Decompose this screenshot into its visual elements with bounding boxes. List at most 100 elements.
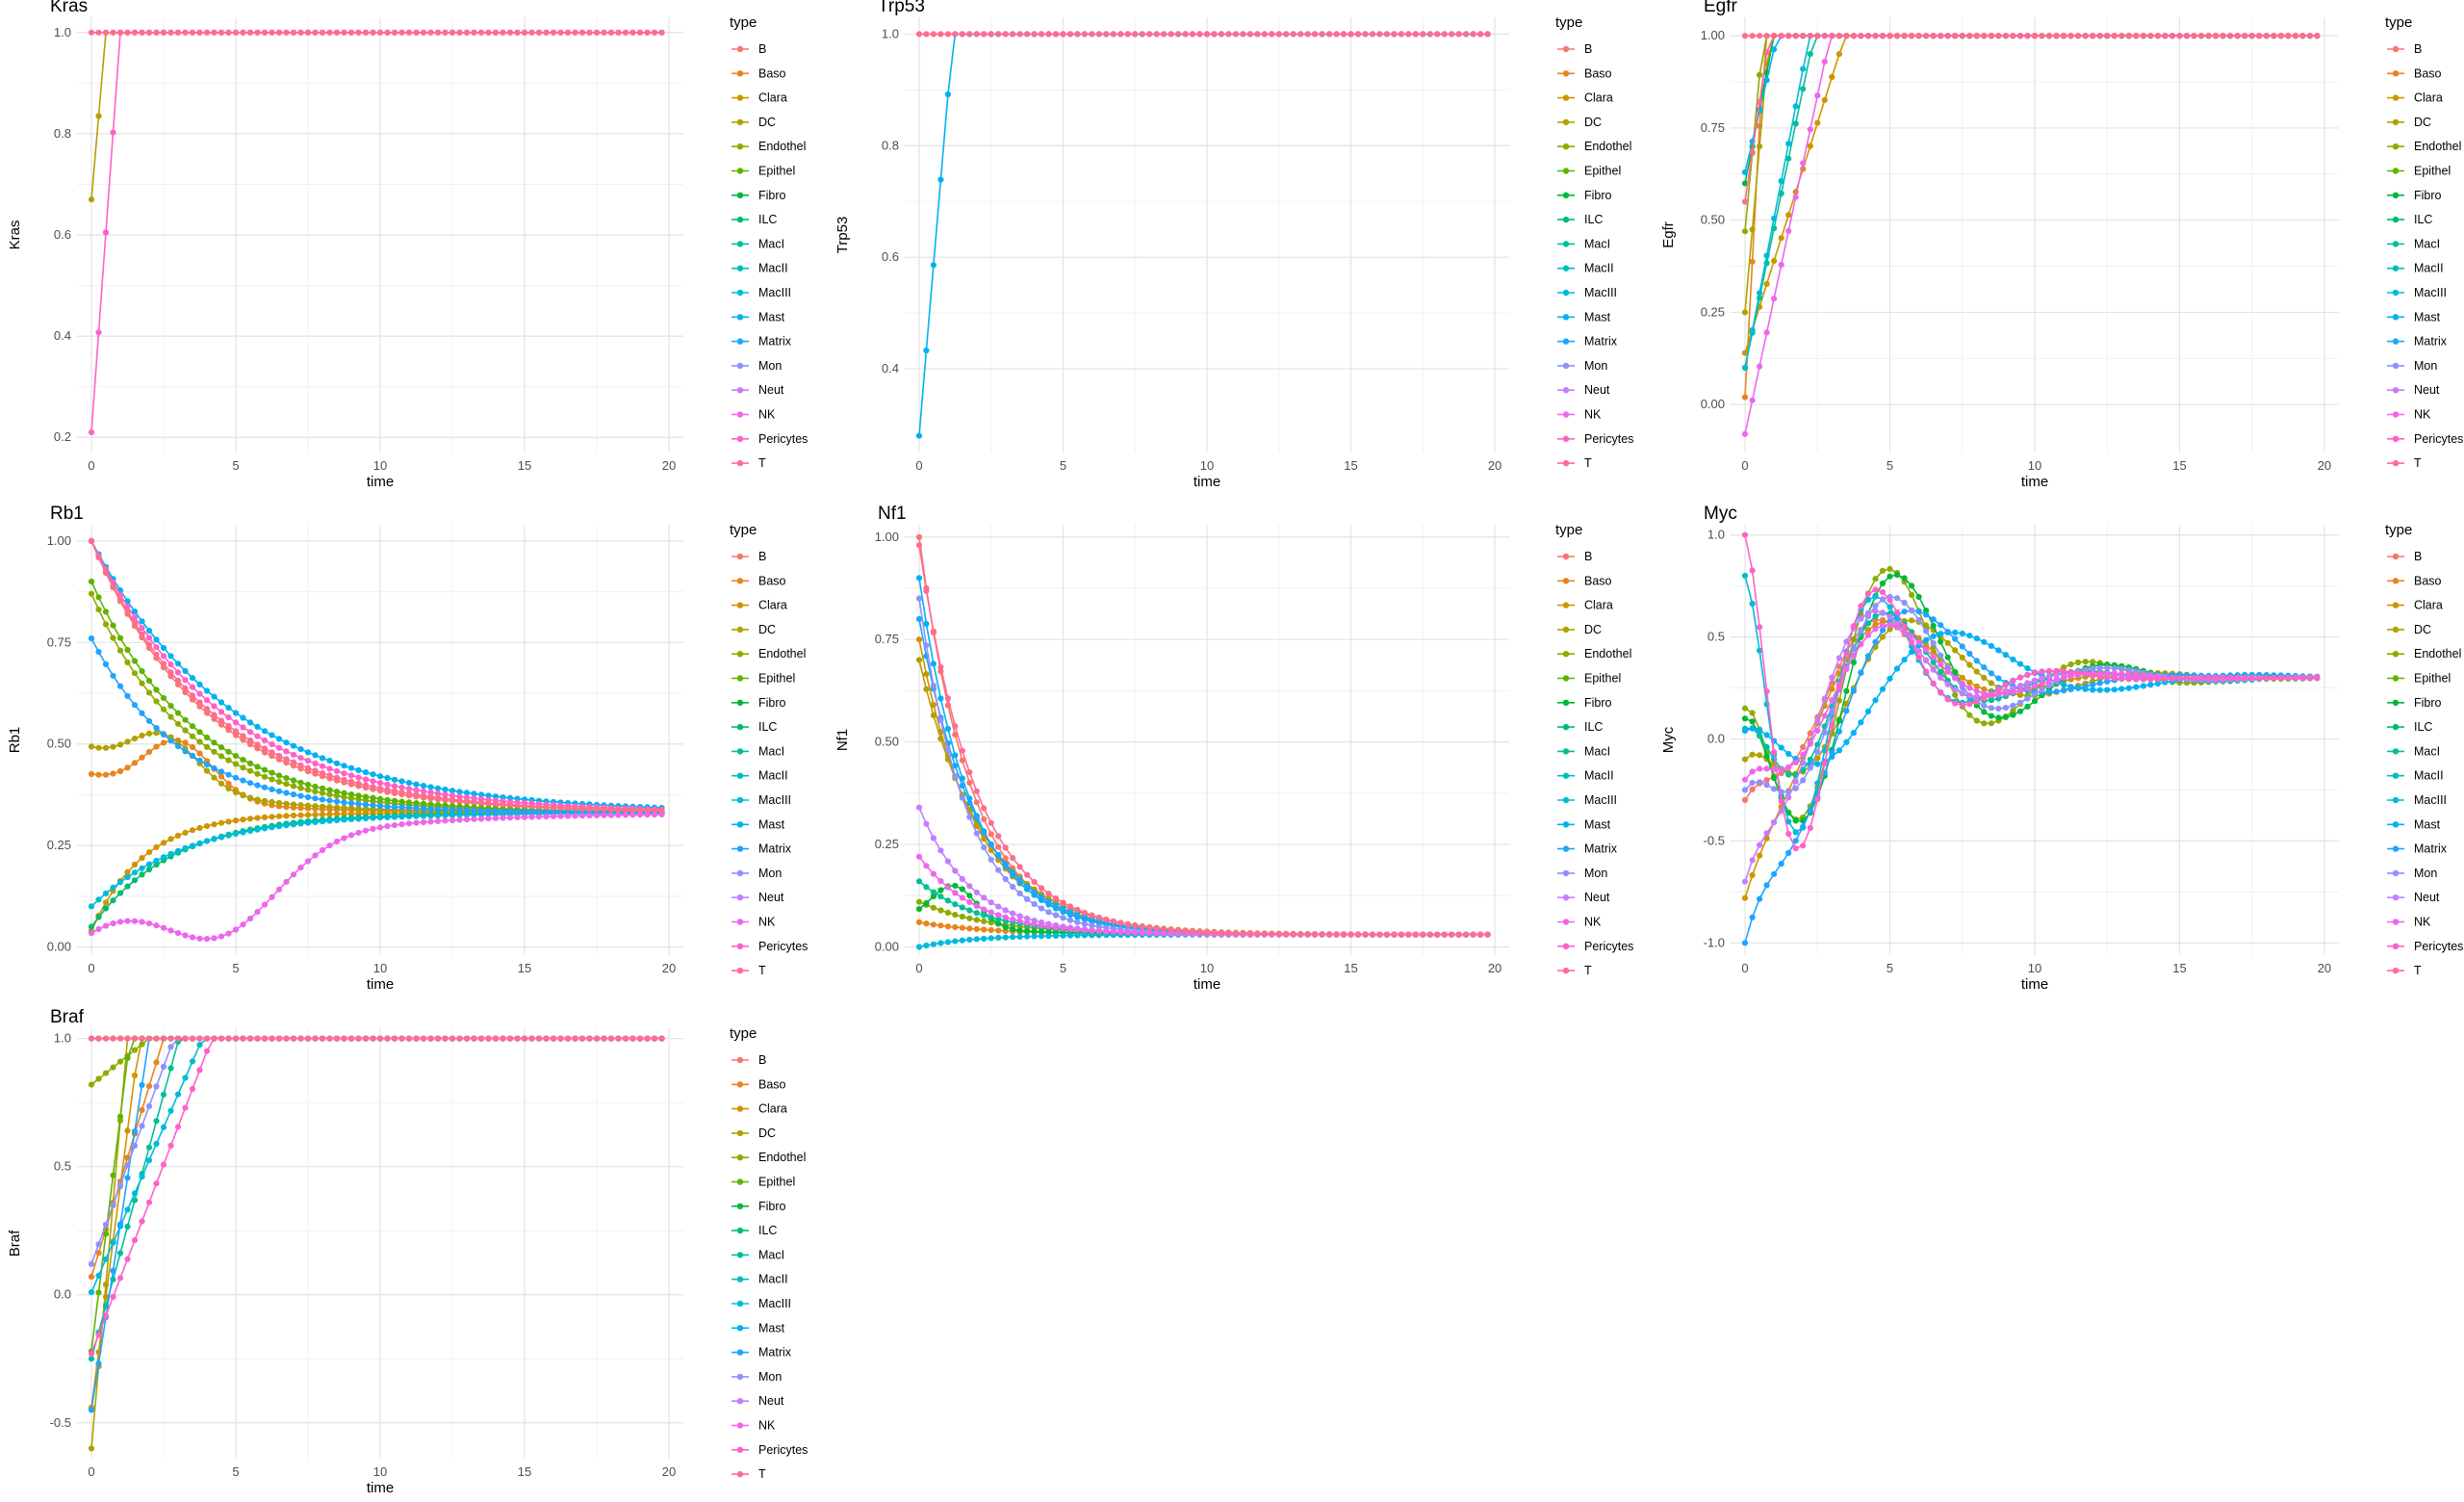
legend-item: T [2387, 456, 2422, 470]
data-point [174, 710, 182, 716]
data-point [937, 878, 944, 885]
legend-key-point [1562, 314, 1570, 321]
data-point [1117, 31, 1124, 38]
data-point [102, 229, 110, 236]
data-point [923, 587, 930, 594]
legend-item: B [2387, 42, 2422, 56]
data-point [304, 793, 312, 801]
data-point [1938, 674, 1944, 682]
legend-item: B [732, 42, 766, 56]
data-point [246, 794, 254, 801]
data-point [290, 791, 297, 798]
x-tick-label: 20 [2318, 458, 2331, 473]
data-point [420, 805, 427, 812]
data-point [124, 883, 131, 890]
data-point [88, 590, 95, 597]
data-point [1749, 786, 1756, 793]
data-point [362, 29, 370, 36]
legend-label: Mon [758, 867, 782, 880]
data-point [2256, 33, 2263, 39]
data-point [427, 818, 434, 825]
legend-item: Clara [732, 91, 787, 105]
legend-label: NK [758, 408, 776, 422]
data-point [500, 801, 506, 808]
data-point [1973, 717, 1980, 724]
data-point [1792, 817, 1799, 824]
data-point [1879, 33, 1886, 39]
data-point [1757, 290, 1763, 297]
data-point [1110, 31, 1116, 38]
x-tick-label: 10 [1200, 961, 1214, 975]
data-point [1988, 697, 1994, 704]
data-point [1829, 33, 1835, 39]
legend: typeBBasoClaraDCEndothelEpithelFibroILCM… [1555, 522, 1633, 977]
data-point [102, 621, 110, 628]
legend-label: Matrix [1584, 842, 1618, 856]
data-point [218, 773, 225, 780]
data-point [420, 792, 427, 799]
data-point [211, 935, 218, 942]
legend-label: Baso [1584, 66, 1612, 80]
data-point [196, 29, 203, 36]
data-point [355, 805, 362, 812]
data-point [225, 930, 232, 937]
data-point [471, 790, 477, 797]
legend-key-point [736, 338, 744, 345]
data-point [988, 899, 994, 906]
data-point [1045, 923, 1052, 930]
data-point [413, 819, 420, 826]
legend-label: T [758, 456, 766, 470]
data-point [275, 813, 283, 819]
data-point [232, 753, 240, 760]
data-point [116, 647, 124, 654]
legend-label: DC [2414, 116, 2431, 129]
data-point [959, 782, 965, 790]
data-point [182, 844, 189, 852]
data-point [915, 804, 923, 811]
legend-key-point [1562, 651, 1570, 658]
y-tick-label: 0.75 [1701, 120, 1725, 135]
data-point [506, 29, 514, 36]
data-point [1872, 593, 1879, 600]
legend-label: Mast [2414, 310, 2441, 324]
data-point [1354, 931, 1362, 938]
data-point [131, 918, 139, 924]
legend-item: NK [2387, 408, 2431, 422]
data-point [275, 788, 283, 794]
data-point [246, 827, 254, 835]
data-point [1909, 617, 1915, 624]
legend-key-point [1562, 70, 1570, 77]
data-point [1757, 732, 1763, 739]
data-point [283, 790, 290, 796]
data-point [420, 813, 427, 819]
data-point [1952, 33, 1959, 39]
x-tick-label: 5 [232, 961, 239, 975]
data-point [923, 31, 930, 38]
data-point [196, 757, 203, 764]
data-point [110, 129, 116, 136]
data-point [1995, 33, 2002, 39]
data-point [275, 772, 283, 779]
data-point [1757, 779, 1763, 786]
data-point [312, 29, 319, 36]
data-point [1973, 683, 1980, 689]
data-point [1010, 925, 1016, 933]
legend-label: MacI [1584, 237, 1610, 250]
data-point [254, 764, 261, 770]
data-point [225, 785, 232, 792]
data-point [240, 792, 246, 799]
data-point [981, 816, 988, 823]
data-point [915, 906, 923, 913]
data-point [485, 816, 492, 822]
legend-label: Matrix [1584, 335, 1618, 349]
data-point [2061, 682, 2067, 688]
data-point [506, 808, 514, 815]
data-point [240, 764, 246, 771]
series-line-clara [90, 812, 662, 932]
data-point [514, 808, 521, 815]
data-point [333, 811, 341, 817]
x-tick-label: 20 [662, 961, 676, 975]
series-line-epithel [90, 581, 662, 814]
panel-trp53: 0 5 10 15 200.40.60.81.0timeTrp53Trp53typeBB… [834, 0, 1633, 490]
data-point [607, 812, 615, 818]
